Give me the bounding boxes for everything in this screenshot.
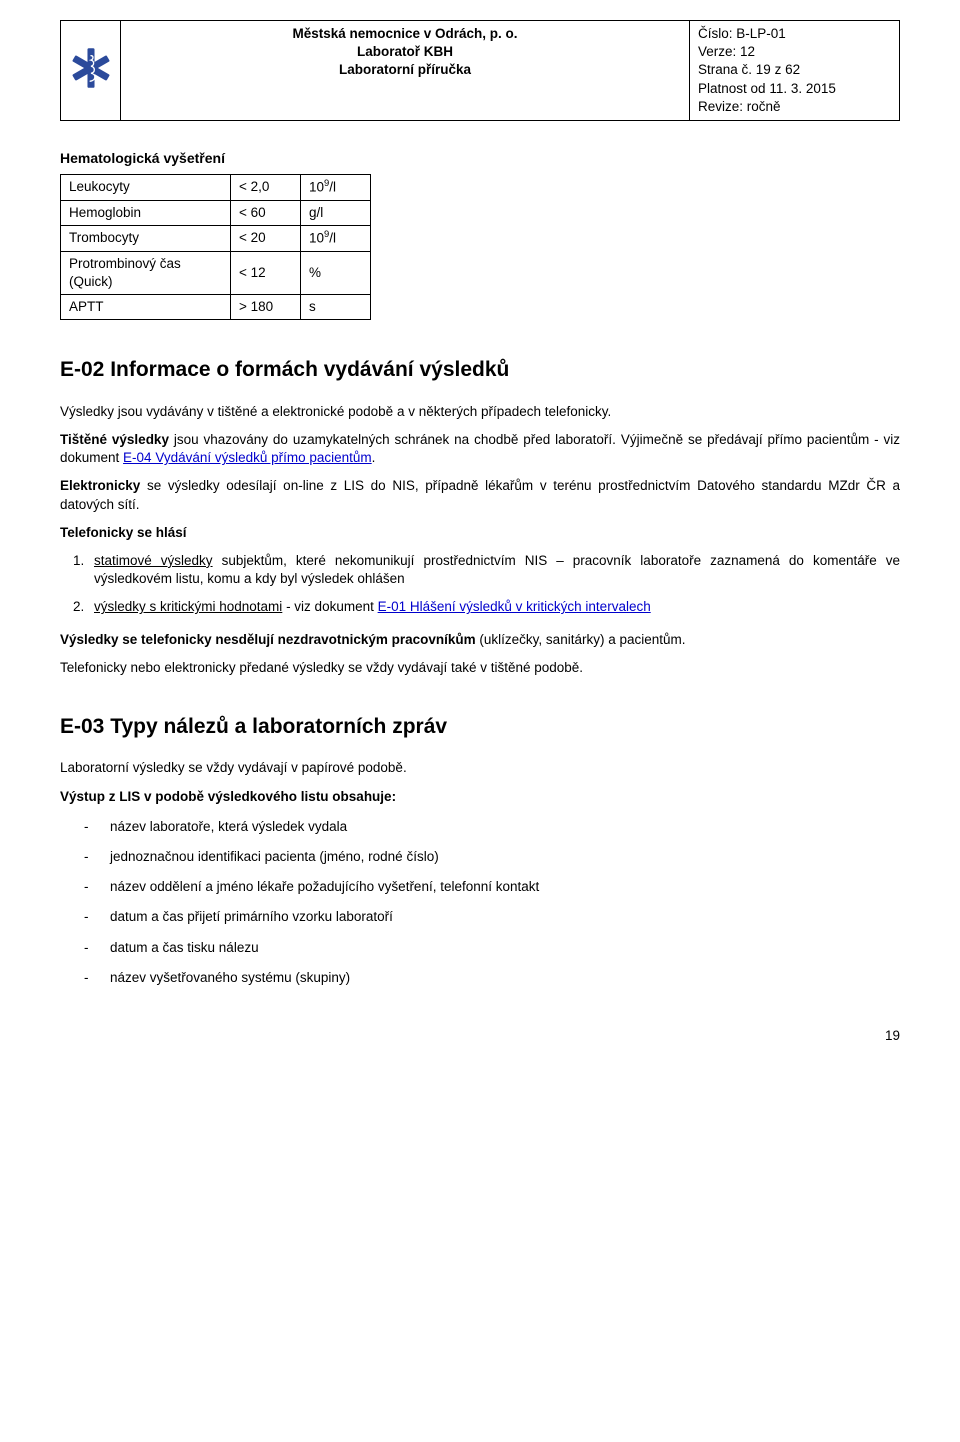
- doc-page: Strana č. 19 z 62: [698, 61, 891, 79]
- doc-number: Číslo: B-LP-01: [698, 25, 891, 43]
- e02-ordered-list: statimové výsledky subjektům, které neko…: [88, 552, 900, 617]
- table-row: Trombocyty < 20 109/l: [61, 225, 371, 251]
- li2-underline: výsledky s kritickými hodnotami: [94, 599, 282, 614]
- e03-p1: Laboratorní výsledky se vždy vydávají v …: [60, 759, 900, 777]
- e02-title: E-02 Informace o formách vydávání výsled…: [60, 356, 900, 384]
- list-item: název oddělení a jméno lékaře požadující…: [84, 878, 900, 896]
- list-item: datum a čas přijetí primárního vzorku la…: [84, 908, 900, 926]
- link-e01[interactable]: E-01 Hlášení výsledků v kritických inter…: [378, 599, 651, 614]
- e02-p1: Výsledky jsou vydávány v tištěné a elekt…: [60, 403, 900, 421]
- table-row: Leukocyty < 2,0 109/l: [61, 174, 371, 200]
- cell-unit: s: [301, 295, 371, 320]
- e02-p3-bold: Elektronicky: [60, 478, 140, 493]
- logo-cell: [61, 21, 121, 121]
- e03-title: E-03 Typy nálezů a laboratorních zpráv: [60, 713, 900, 741]
- e02-p6: Telefonicky nebo elektronicky předané vý…: [60, 659, 900, 677]
- list-item: název laboratoře, která výsledek vydala: [84, 818, 900, 836]
- cell-name: Protrombinový čas (Quick): [61, 251, 231, 294]
- header-center: Městská nemocnice v Odrách, p. o. Labora…: [121, 21, 690, 121]
- hematology-table: Leukocyty < 2,0 109/l Hemoglobin < 60 g/…: [60, 174, 371, 320]
- cell-name: APTT: [61, 295, 231, 320]
- doc-revision: Revize: ročně: [698, 98, 891, 116]
- cell-name: Leukocyty: [61, 174, 231, 200]
- cell-value: < 20: [231, 225, 301, 251]
- list-item: jednoznačnou identifikaci pacienta (jmén…: [84, 848, 900, 866]
- header-right: Číslo: B-LP-01 Verze: 12 Strana č. 19 z …: [690, 21, 900, 121]
- e03-p2: Výstup z LIS v podobě výsledkového listu…: [60, 788, 900, 806]
- cell-name: Trombocyty: [61, 225, 231, 251]
- cell-value: > 180: [231, 295, 301, 320]
- e02-p2: Tištěné výsledky jsou vhazovány do uzamy…: [60, 431, 900, 467]
- dept-name: Laboratoř KBH: [127, 43, 683, 61]
- list-item: název vyšetřovaného systému (skupiny): [84, 969, 900, 987]
- doc-valid-from: Platnost od 11. 3. 2015: [698, 80, 891, 98]
- doc-version: Verze: 12: [698, 43, 891, 61]
- cell-value: < 2,0: [231, 174, 301, 200]
- cell-value: < 60: [231, 200, 301, 225]
- org-name: Městská nemocnice v Odrách, p. o.: [127, 25, 683, 43]
- list-item: statimové výsledky subjektům, které neko…: [88, 552, 900, 588]
- star-of-life-icon: [69, 78, 113, 93]
- link-e04[interactable]: E-04 Vydávání výsledků přímo pacientům: [123, 450, 372, 465]
- e02-p2-bold: Tištěné výsledky: [60, 432, 169, 447]
- e02-p5: Výsledky se telefonicky nesdělují nezdra…: [60, 631, 900, 649]
- cell-unit: %: [301, 251, 371, 294]
- cell-unit: 109/l: [301, 225, 371, 251]
- e03-dash-list: název laboratoře, která výsledek vydala …: [84, 818, 900, 987]
- e02-p3: Elektronicky se výsledky odesílají on-li…: [60, 477, 900, 513]
- cell-unit: 109/l: [301, 174, 371, 200]
- table-row: APTT > 180 s: [61, 295, 371, 320]
- table-row: Hemoglobin < 60 g/l: [61, 200, 371, 225]
- doc-title: Laboratorní příručka: [127, 61, 683, 79]
- cell-name: Hemoglobin: [61, 200, 231, 225]
- table-row: Protrombinový čas (Quick) < 12 %: [61, 251, 371, 294]
- cell-value: < 12: [231, 251, 301, 294]
- list-item: výsledky s kritickými hodnotami - viz do…: [88, 598, 900, 616]
- page-number: 19: [60, 1027, 900, 1045]
- cell-unit: g/l: [301, 200, 371, 225]
- e02-p5-bold: Výsledky se telefonicky nesdělují nezdra…: [60, 632, 476, 647]
- hemat-section-title: Hematologická vyšetření: [60, 149, 900, 168]
- e02-p4: Telefonicky se hlásí: [60, 524, 900, 542]
- document-header: Městská nemocnice v Odrách, p. o. Labora…: [60, 20, 900, 121]
- li1-underline: statimové výsledky: [94, 553, 213, 568]
- list-item: datum a čas tisku nálezu: [84, 939, 900, 957]
